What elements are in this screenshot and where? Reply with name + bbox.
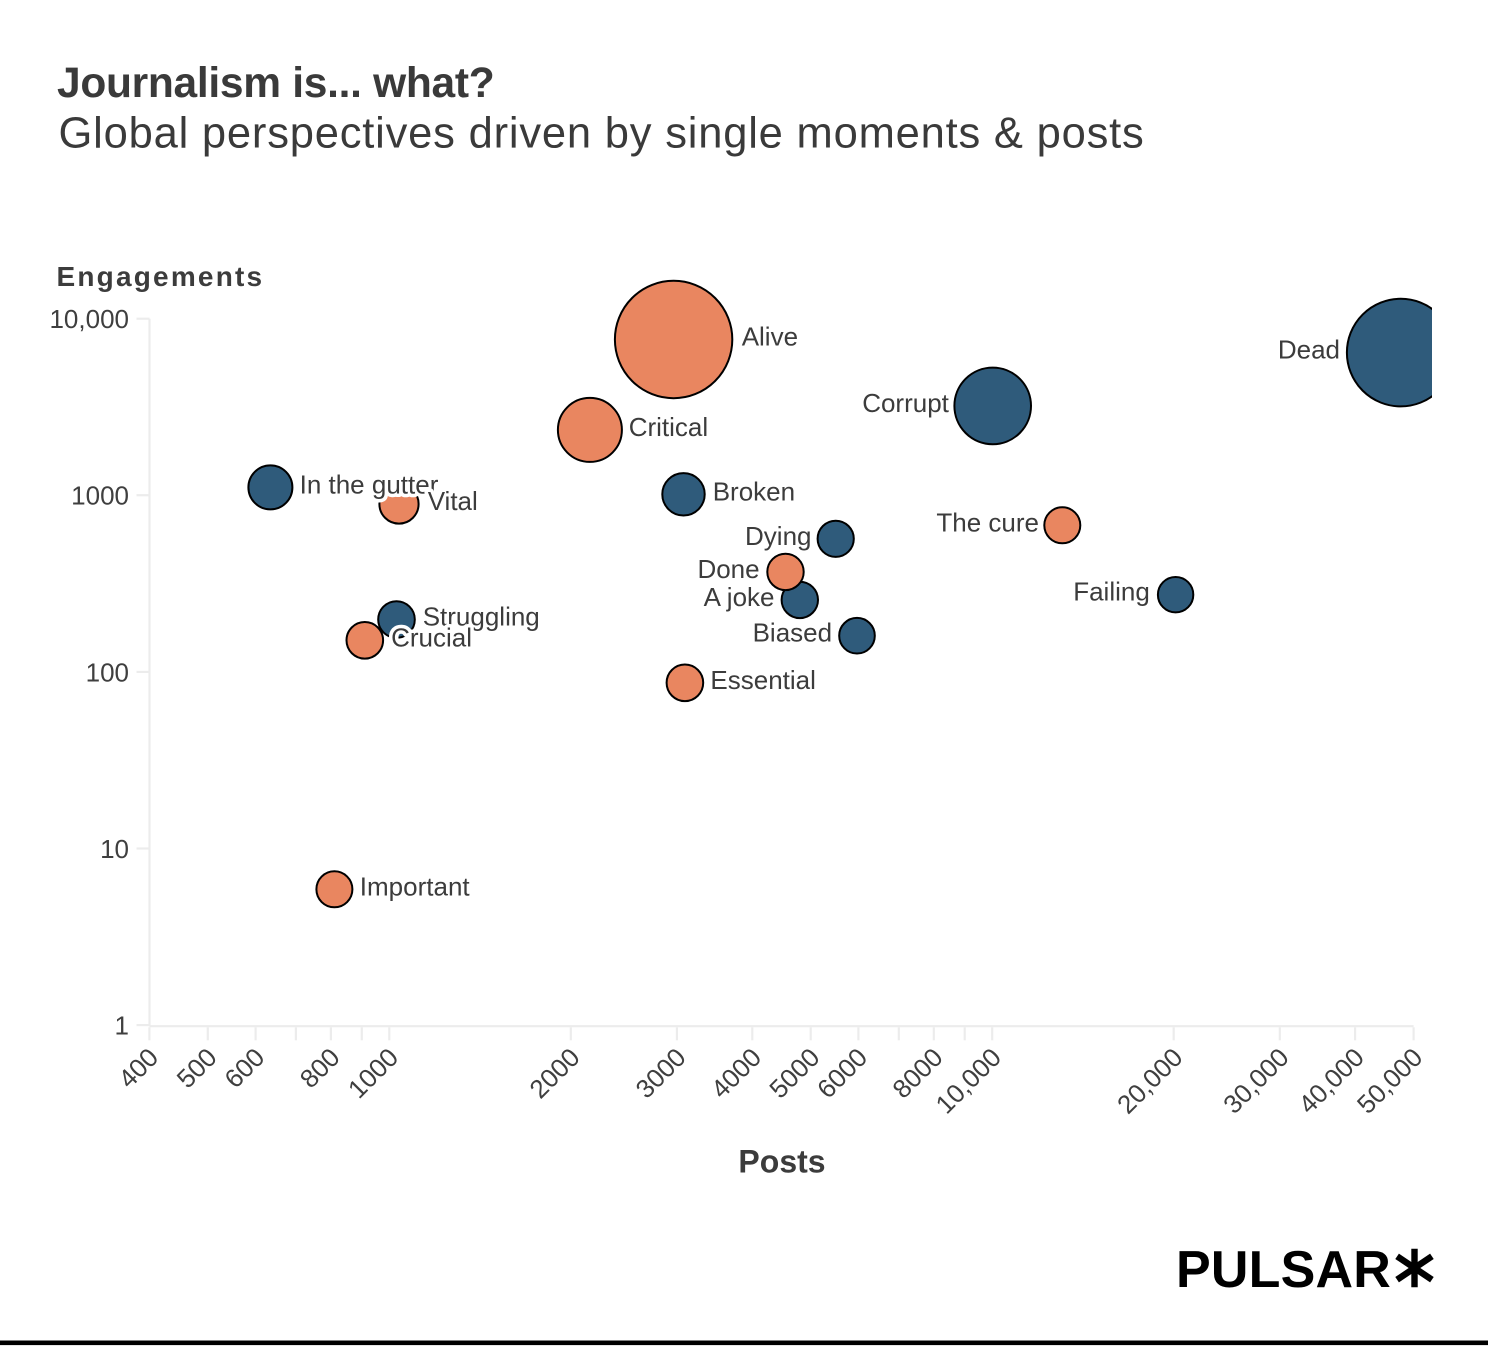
- svg-text:1: 1: [115, 1011, 129, 1041]
- svg-text:Dead: Dead: [1278, 335, 1340, 365]
- svg-text:Vital: Vital: [428, 486, 478, 516]
- svg-text:The cure: The cure: [936, 507, 1039, 537]
- svg-text:1000: 1000: [71, 481, 129, 511]
- svg-text:10,000: 10,000: [49, 304, 129, 334]
- svg-text:Failing: Failing: [1073, 577, 1150, 607]
- svg-text:100: 100: [86, 657, 129, 687]
- svg-text:Posts: Posts: [738, 1144, 825, 1180]
- svg-text:Corrupt: Corrupt: [862, 388, 949, 418]
- svg-text:Important: Important: [360, 871, 471, 901]
- svg-text:Struggling: Struggling: [423, 602, 540, 632]
- svg-text:10: 10: [100, 834, 129, 864]
- svg-text:A joke: A joke: [704, 582, 775, 612]
- svg-text:In the gutter: In the gutter: [300, 469, 439, 499]
- svg-text:Engagements: Engagements: [57, 261, 265, 292]
- svg-text:Critical: Critical: [629, 412, 708, 442]
- svg-text:Broken: Broken: [713, 476, 795, 506]
- svg-text:PULSAR: PULSAR: [1176, 1241, 1391, 1299]
- svg-text:Crucial: Crucial: [391, 622, 472, 652]
- svg-text:Journalism is... what?: Journalism is... what?: [57, 60, 494, 107]
- svg-text:Done: Done: [697, 554, 759, 584]
- svg-text:Biased: Biased: [753, 618, 833, 648]
- svg-text:Dying: Dying: [745, 521, 811, 551]
- svg-text:Global perspectives driven by: Global perspectives driven by single mom…: [59, 110, 1145, 158]
- svg-text:Essential: Essential: [710, 665, 816, 695]
- svg-text:Alive: Alive: [742, 322, 798, 352]
